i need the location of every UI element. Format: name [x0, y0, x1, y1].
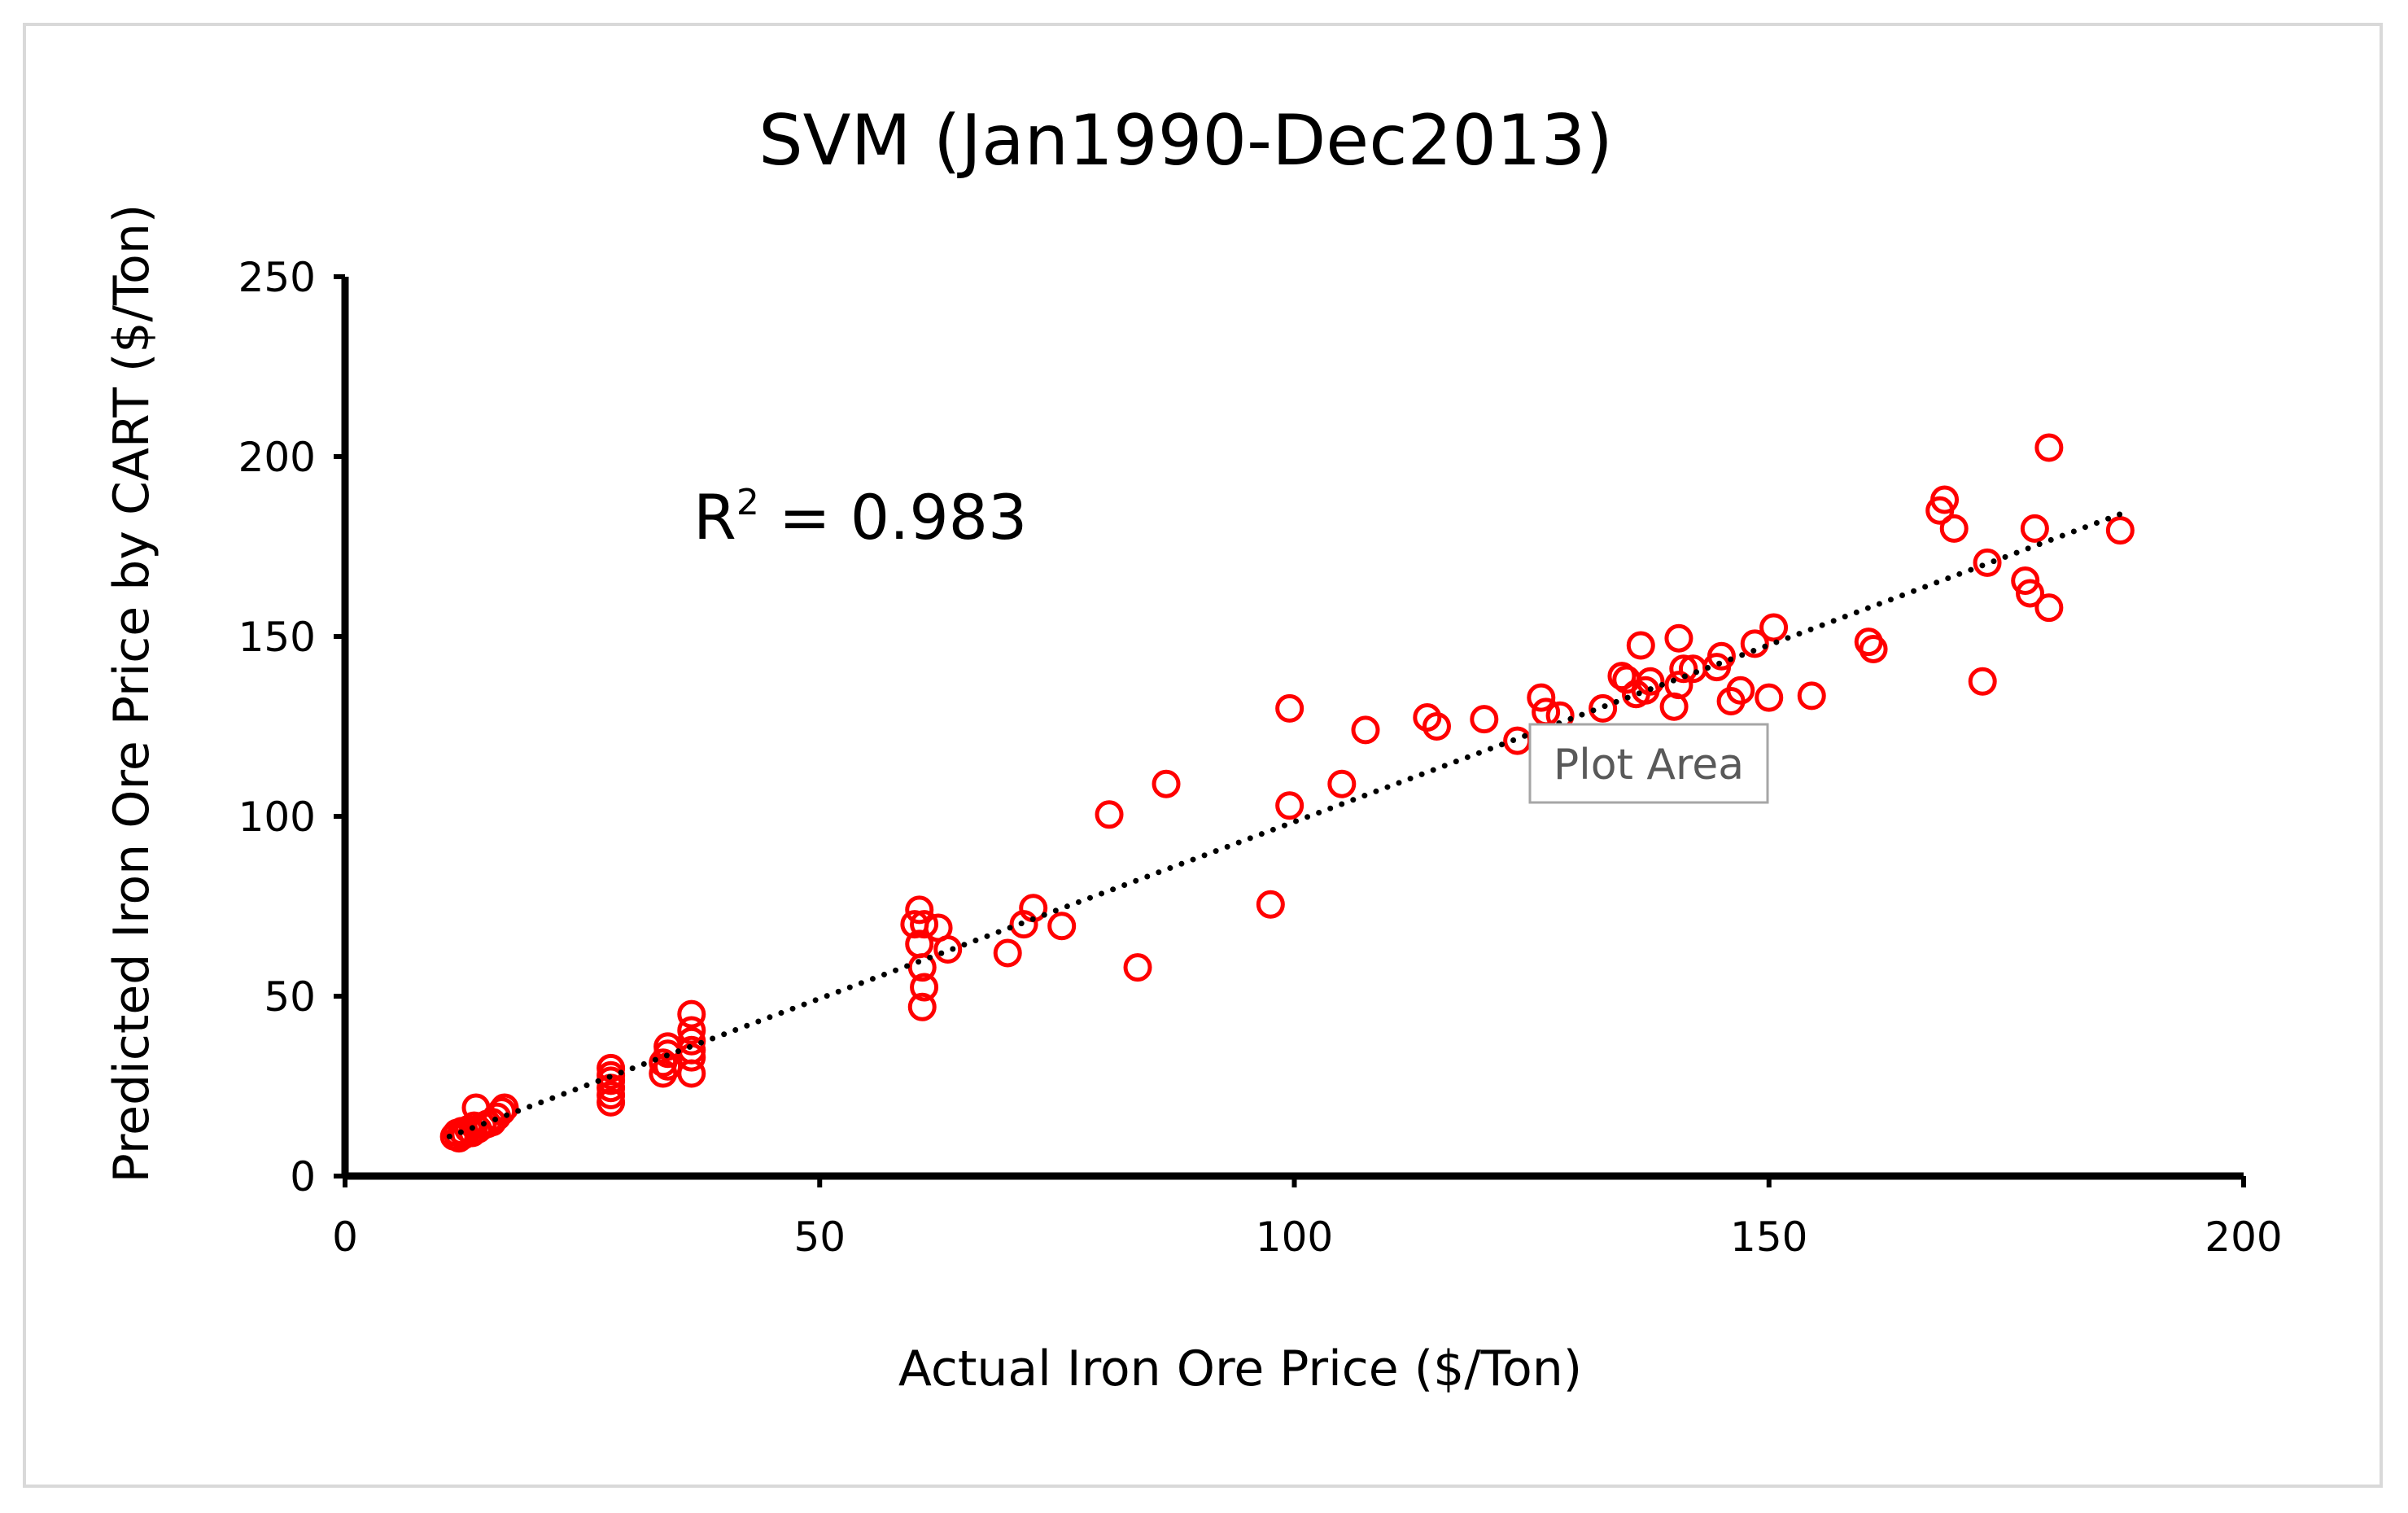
data-point — [1275, 791, 1305, 820]
data-point — [2034, 433, 2064, 462]
y-tick-label: 50 — [264, 973, 316, 1021]
data-markers — [439, 433, 2135, 1153]
data-point — [1636, 667, 1665, 696]
data-point — [1968, 667, 1997, 696]
trendline — [446, 511, 2123, 1139]
x-tick-label: 0 — [332, 1213, 358, 1261]
data-point — [1275, 693, 1305, 723]
data-point — [597, 1053, 626, 1082]
x-axis-title: Actual Iron Ore Price ($/Ton) — [898, 1340, 1582, 1397]
tooltip-text: Plot Area — [1554, 741, 1744, 789]
data-point — [2011, 566, 2040, 595]
plot-area-tooltip: Plot Area — [1528, 723, 1769, 804]
y-axis-ticks: 0 50 100 150 200 250 — [238, 254, 345, 1200]
data-point — [2105, 516, 2135, 545]
data-point — [1939, 514, 1969, 543]
y-axis-title: Predicted Iron Ore Price by CART ($/Ton) — [103, 204, 160, 1183]
x-axis-ticks: 0 50 100 150 200 — [332, 1176, 2283, 1261]
data-point — [1664, 623, 1693, 653]
data-point — [677, 1016, 706, 1045]
data-point — [1413, 702, 1442, 732]
data-point — [1047, 912, 1077, 941]
data-point — [933, 935, 963, 964]
data-point — [1755, 683, 1784, 712]
data-point — [907, 992, 937, 1021]
data-point — [1470, 705, 1499, 734]
data-point — [1152, 769, 1181, 798]
x-tick-label: 200 — [2205, 1213, 2282, 1261]
data-point — [1797, 681, 1826, 711]
data-point — [1095, 800, 1124, 829]
y-tick-label: 250 — [238, 254, 316, 301]
x-tick-label: 50 — [793, 1213, 846, 1261]
data-point — [1527, 683, 1556, 712]
data-point — [2020, 514, 2049, 543]
data-point — [1726, 676, 1755, 705]
tooltip-box — [1528, 723, 1769, 804]
data-point — [905, 895, 934, 925]
y-tick-label: 100 — [238, 794, 316, 841]
data-point — [1607, 662, 1637, 691]
y-tick-label: 150 — [238, 614, 316, 661]
data-point — [910, 910, 939, 939]
scatter-chart: SVM (Jan1990-Dec2013) Predicted Iron Ore… — [103, 100, 2283, 1397]
data-point — [1626, 631, 1655, 660]
data-point — [1759, 613, 1789, 642]
data-point — [1669, 654, 1698, 684]
chart-title: SVM (Jan1990-Dec2013) — [758, 100, 1613, 181]
y-tick-label: 200 — [238, 434, 316, 481]
data-point — [1123, 953, 1152, 982]
data-point — [993, 938, 1022, 968]
data-point — [677, 999, 706, 1029]
data-point — [1351, 715, 1380, 745]
data-point — [1256, 890, 1285, 919]
data-point — [1930, 485, 1960, 514]
axes — [341, 277, 2244, 1180]
trendline-group — [446, 511, 2123, 1139]
data-point — [1589, 693, 1618, 723]
data-point — [2016, 579, 2045, 608]
r-squared-annotation: R2 = 0.983 — [693, 481, 1027, 553]
data-point — [1422, 712, 1451, 741]
data-point — [490, 1093, 519, 1122]
data-point — [907, 953, 937, 982]
x-tick-label: 150 — [1730, 1213, 1807, 1261]
data-point — [461, 1093, 491, 1122]
data-point — [1664, 671, 1693, 700]
y-tick-label: 0 — [290, 1153, 316, 1200]
data-point — [1740, 629, 1769, 658]
data-point — [1503, 726, 1532, 755]
data-point — [910, 973, 939, 1002]
data-point — [1859, 634, 1888, 663]
data-point — [2034, 593, 2064, 623]
data-point — [1327, 769, 1357, 798]
chart-frame: SVM (Jan1990-Dec2013) Predicted Iron Ore… — [23, 23, 2383, 1488]
data-point — [1973, 548, 2002, 577]
x-tick-label: 100 — [1256, 1213, 1333, 1261]
data-point — [1707, 641, 1736, 671]
data-point — [677, 1026, 706, 1056]
